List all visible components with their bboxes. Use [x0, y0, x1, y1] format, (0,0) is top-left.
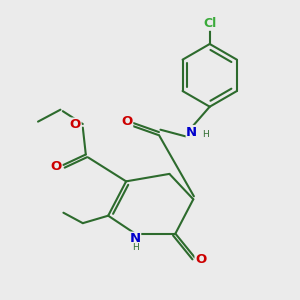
Text: H: H — [132, 242, 138, 251]
Text: O: O — [70, 118, 81, 131]
Text: O: O — [50, 160, 62, 173]
Text: Cl: Cl — [203, 17, 216, 30]
Text: N: N — [186, 126, 197, 139]
Text: H: H — [202, 130, 208, 139]
Text: O: O — [195, 254, 206, 266]
Text: N: N — [130, 232, 141, 245]
Text: O: O — [122, 115, 133, 128]
